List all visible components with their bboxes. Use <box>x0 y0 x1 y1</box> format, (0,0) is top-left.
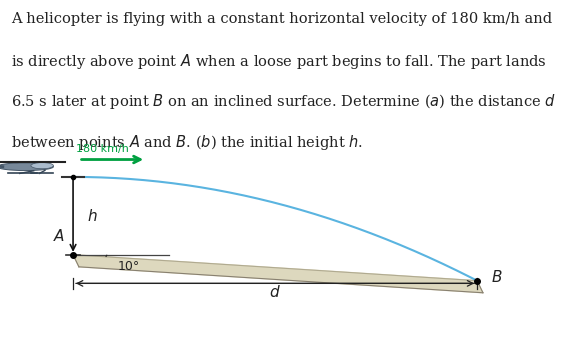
Text: 180 km/h: 180 km/h <box>76 144 129 154</box>
Ellipse shape <box>31 163 53 169</box>
Text: $A$: $A$ <box>53 228 65 245</box>
Text: 10°: 10° <box>118 260 140 273</box>
Text: $d$: $d$ <box>269 285 281 300</box>
Polygon shape <box>73 255 483 293</box>
Text: 6.5 s later at point $B$ on an inclined surface. Determine ($a$) the distance $d: 6.5 s later at point $B$ on an inclined … <box>11 92 556 112</box>
Text: between points $A$ and $B$. ($b$) the initial height $h$.: between points $A$ and $B$. ($b$) the in… <box>11 133 363 152</box>
Text: $B$: $B$ <box>491 269 502 285</box>
Ellipse shape <box>0 163 53 170</box>
Text: is directly above point $A$ when a loose part begins to fall. The part lands: is directly above point $A$ when a loose… <box>11 52 547 71</box>
Text: A helicopter is flying with a constant horizontal velocity of 180 km/h and: A helicopter is flying with a constant h… <box>11 12 552 26</box>
Text: $h$: $h$ <box>87 208 98 224</box>
